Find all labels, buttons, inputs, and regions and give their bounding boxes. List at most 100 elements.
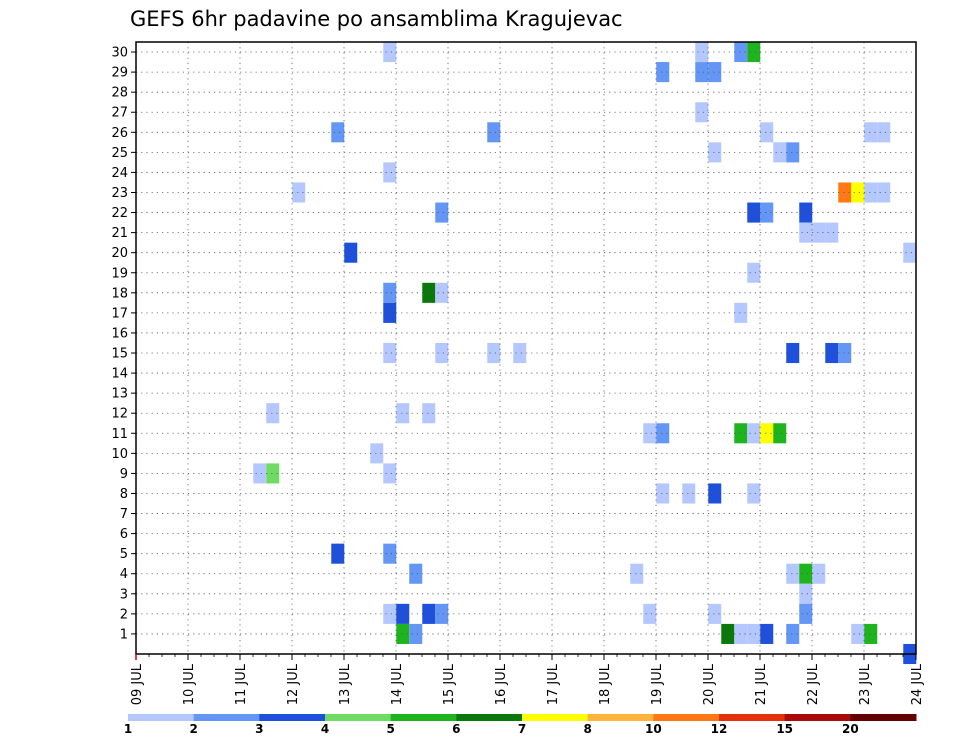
colorbar-label: 12	[711, 722, 728, 736]
precip-cell	[799, 563, 813, 584]
precip-cell	[513, 342, 527, 364]
precip-cell	[799, 222, 813, 243]
x-tick-label: 10 JUL	[182, 663, 197, 705]
colorbar-swatch	[719, 714, 786, 721]
y-tick-label: 10	[111, 447, 128, 462]
precip-cell	[760, 623, 774, 644]
precip-cell	[760, 122, 774, 143]
colorbar-label: 10	[645, 722, 662, 736]
colorbar-label: 6	[452, 722, 460, 736]
precip-cell	[734, 423, 748, 444]
precip-cell	[708, 142, 722, 163]
y-tick-label: 26	[111, 126, 128, 141]
y-tick-label: 25	[111, 146, 128, 161]
precip-cell	[266, 403, 280, 424]
precip-cell	[812, 563, 826, 584]
colorbar-label: 4	[321, 722, 329, 736]
x-tick-label: 21 JUL	[754, 663, 769, 705]
x-tick-label: 16 JUL	[494, 663, 509, 705]
grid-lines	[136, 42, 916, 654]
precip-cell	[643, 603, 657, 624]
y-tick-label: 11	[111, 427, 128, 442]
precip-cell	[422, 282, 436, 303]
colorbar-swatch	[456, 714, 523, 721]
precip-cell	[838, 342, 852, 364]
precip-cell	[409, 563, 423, 584]
x-tick-label: 24 JUL	[910, 663, 925, 705]
colorbar-swatch	[850, 714, 917, 721]
precip-cell	[331, 543, 345, 564]
precip-cell	[838, 182, 852, 203]
precip-cell	[630, 563, 644, 584]
y-tick-label: 19	[111, 266, 128, 281]
x-tick-label: 18 JUL	[598, 663, 613, 705]
precip-cell	[786, 563, 800, 584]
precip-cell	[435, 282, 449, 303]
precip-cell	[487, 342, 501, 364]
colorbar-swatch	[587, 714, 654, 721]
colorbar-label: 7	[518, 722, 526, 736]
precip-cell	[786, 342, 800, 364]
plot-cells	[253, 42, 917, 665]
colorbar-swatch	[390, 714, 457, 721]
precip-cell	[695, 42, 709, 63]
colorbar-label: 3	[255, 722, 263, 736]
colorbar-label: 5	[386, 722, 394, 736]
precip-cell	[695, 62, 709, 83]
precip-cell	[383, 162, 397, 183]
y-tick-label: 7	[120, 507, 128, 522]
y-tick-label: 27	[111, 106, 128, 121]
colorbar-swatch	[193, 714, 260, 721]
precip-cell	[487, 122, 501, 143]
y-tick-label: 1	[120, 627, 128, 642]
precip-cell	[422, 603, 436, 624]
y-tick-label: 28	[111, 86, 128, 101]
precip-cell	[851, 623, 865, 644]
y-tick-label: 14	[111, 367, 128, 382]
precip-cell	[656, 423, 670, 444]
precip-cell	[656, 483, 670, 504]
precip-cell	[396, 623, 410, 644]
precip-cell	[747, 42, 761, 63]
y-tick-label: 20	[111, 246, 128, 261]
precip-cell	[708, 483, 722, 504]
y-tick-label: 6	[120, 527, 128, 542]
precip-cell	[695, 102, 709, 123]
precip-cell	[734, 302, 748, 323]
precip-cell	[344, 242, 358, 263]
precip-cell	[435, 342, 449, 364]
precip-cell	[383, 282, 397, 303]
y-tick-label: 4	[120, 567, 128, 582]
precip-cell	[864, 182, 878, 203]
colorbar-swatch	[784, 714, 851, 721]
y-tick-label: 23	[111, 186, 128, 201]
precip-cell	[734, 623, 748, 644]
precip-cell	[370, 443, 384, 464]
x-tick-label: 22 JUL	[806, 663, 821, 705]
colorbar-label: 20	[842, 722, 859, 736]
precip-cell	[799, 202, 813, 223]
precip-cell	[383, 463, 397, 484]
x-tick-label: 20 JUL	[702, 663, 717, 705]
precip-cell	[292, 182, 306, 203]
y-tick-label: 21	[111, 226, 128, 241]
y-tick-label: 18	[111, 286, 128, 301]
y-tick-label: 16	[111, 326, 128, 341]
y-tick-label: 8	[120, 487, 128, 502]
y-tick-label: 22	[111, 206, 128, 221]
precip-cell	[877, 122, 891, 143]
precip-cell	[383, 603, 397, 624]
x-tick-label: 09 JUL	[130, 663, 145, 705]
precip-cell	[760, 202, 774, 223]
y-tick-label: 5	[120, 547, 128, 562]
precip-cell	[747, 262, 761, 283]
precip-cell	[396, 403, 410, 424]
y-axis: 1234567891011121314151617181920212223242…	[111, 46, 136, 642]
precip-cell	[708, 62, 722, 83]
precip-cell	[435, 202, 449, 223]
precip-cell	[422, 403, 436, 424]
y-tick-label: 13	[111, 387, 128, 402]
y-tick-label: 29	[111, 66, 128, 81]
precip-cell	[786, 623, 800, 644]
colorbar-swatch	[325, 714, 392, 721]
